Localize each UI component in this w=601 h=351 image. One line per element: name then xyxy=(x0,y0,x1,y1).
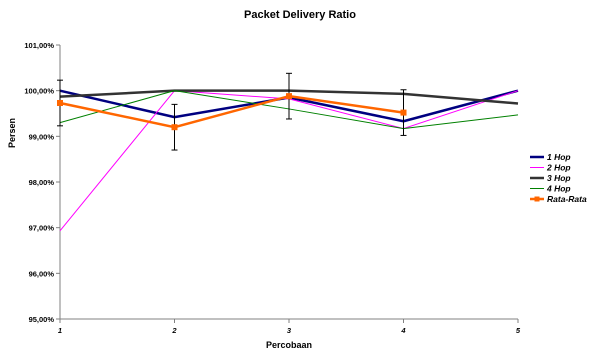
chart-title: Packet Delivery Ratio xyxy=(244,9,356,21)
legend-label: 2 Hop xyxy=(546,163,571,173)
series-line-rata-rata xyxy=(59,94,404,129)
x-axis-ticks: 1 2 3 4 5 xyxy=(58,319,521,335)
data-point-rata-rata xyxy=(171,124,178,131)
data-point-rata-rata xyxy=(400,109,407,116)
x-axis-title: Percobaan xyxy=(266,340,312,350)
y-tick-label: 99,00% xyxy=(29,132,55,141)
x-tick-label: 1 xyxy=(58,326,62,335)
x-tick-label: 5 xyxy=(516,326,521,335)
data-point-rata-rata xyxy=(57,99,63,106)
y-tick-label: 101,00% xyxy=(24,41,54,50)
data-point-rata-rata xyxy=(286,93,292,100)
legend-item-4-hop: 4 Hop xyxy=(530,184,571,194)
y-tick-label: 95,00% xyxy=(29,315,55,324)
legend-label: Rata-Rata xyxy=(547,194,587,204)
legend-item-2-hop: 2 Hop xyxy=(530,163,571,173)
y-tick-label: 96,00% xyxy=(29,269,55,278)
series-markers xyxy=(57,93,407,131)
x-tick-label: 3 xyxy=(287,326,292,335)
legend-label: 4 Hop xyxy=(546,184,571,194)
x-tick-label: 2 xyxy=(171,326,177,335)
y-tick-label: 97,00% xyxy=(29,224,55,233)
x-tick-label: 4 xyxy=(400,326,406,335)
y-tick-label: 98,00% xyxy=(29,178,55,187)
y-axis-ticks: 95,00% 96,00% 97,00% 98,00% 99,00% 100,00% 101… xyxy=(24,41,60,324)
legend-marker xyxy=(534,196,540,202)
legend-item-3-hop: 3 Hop xyxy=(530,173,571,183)
legend-item-1-hop: 1 Hop xyxy=(530,152,571,162)
y-tick-label: 100,00% xyxy=(24,87,54,96)
legend-item-rata-rata: Rata-Rata xyxy=(530,194,587,204)
legend-label: 3 Hop xyxy=(547,173,571,183)
y-axis-title: Persen xyxy=(7,118,17,148)
legend-label: 1 Hop xyxy=(547,152,571,162)
